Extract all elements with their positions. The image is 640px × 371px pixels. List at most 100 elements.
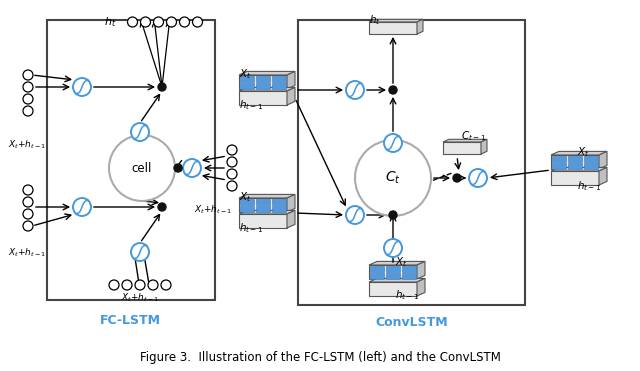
Polygon shape — [239, 88, 295, 91]
Polygon shape — [417, 278, 425, 296]
Polygon shape — [386, 273, 400, 279]
Circle shape — [23, 70, 33, 80]
Polygon shape — [599, 167, 607, 185]
Polygon shape — [240, 82, 254, 89]
Polygon shape — [551, 155, 599, 169]
Polygon shape — [552, 162, 566, 168]
Text: $C_{t-1}$: $C_{t-1}$ — [461, 129, 486, 143]
Polygon shape — [402, 266, 416, 272]
Circle shape — [158, 203, 166, 211]
Polygon shape — [272, 206, 286, 211]
Text: $X_t$: $X_t$ — [395, 255, 408, 269]
Polygon shape — [568, 155, 582, 161]
Circle shape — [389, 86, 397, 94]
Circle shape — [227, 169, 237, 179]
Polygon shape — [239, 75, 287, 89]
Circle shape — [23, 106, 33, 116]
Text: cell: cell — [132, 161, 152, 174]
Polygon shape — [256, 198, 270, 204]
Circle shape — [161, 280, 171, 290]
Circle shape — [23, 94, 33, 104]
Circle shape — [23, 221, 33, 231]
Text: $h_{t-1}$: $h_{t-1}$ — [577, 179, 602, 193]
Polygon shape — [552, 155, 566, 161]
Circle shape — [469, 169, 487, 187]
Polygon shape — [584, 162, 598, 168]
Polygon shape — [370, 266, 384, 272]
Polygon shape — [272, 76, 286, 82]
Polygon shape — [369, 19, 423, 22]
Polygon shape — [256, 82, 270, 89]
Text: $X_t$: $X_t$ — [239, 190, 252, 204]
Text: $X_t$+$h_{t-1}$: $X_t$+$h_{t-1}$ — [194, 204, 232, 216]
Circle shape — [453, 174, 461, 182]
Circle shape — [73, 198, 91, 216]
Circle shape — [109, 135, 175, 201]
Polygon shape — [239, 194, 295, 198]
Polygon shape — [369, 262, 425, 265]
Circle shape — [141, 17, 150, 27]
Polygon shape — [551, 151, 607, 155]
Text: $X_t$+$h_{t-1}$: $X_t$+$h_{t-1}$ — [8, 139, 46, 151]
Circle shape — [23, 197, 33, 207]
Text: $X_t$: $X_t$ — [239, 67, 252, 81]
Circle shape — [158, 83, 166, 91]
Polygon shape — [287, 71, 295, 89]
Circle shape — [227, 145, 237, 155]
Polygon shape — [239, 210, 295, 214]
Polygon shape — [386, 266, 400, 272]
Circle shape — [346, 81, 364, 99]
Circle shape — [122, 280, 132, 290]
Circle shape — [23, 209, 33, 219]
Polygon shape — [239, 71, 295, 75]
Circle shape — [127, 17, 138, 27]
Text: $X_t$+$h_{t-1}$: $X_t$+$h_{t-1}$ — [8, 247, 46, 259]
Circle shape — [154, 17, 163, 27]
Polygon shape — [443, 142, 481, 154]
Circle shape — [183, 159, 201, 177]
Circle shape — [346, 206, 364, 224]
Text: Figure 3.  Illustration of the FC-LSTM (left) and the ConvLSTM: Figure 3. Illustration of the FC-LSTM (l… — [140, 351, 500, 364]
Polygon shape — [402, 273, 416, 279]
Polygon shape — [369, 278, 425, 282]
Polygon shape — [256, 206, 270, 211]
Polygon shape — [568, 162, 582, 168]
Circle shape — [193, 17, 202, 27]
Polygon shape — [272, 82, 286, 89]
Text: $C_t$: $C_t$ — [385, 170, 401, 186]
Polygon shape — [256, 76, 270, 82]
Circle shape — [166, 17, 177, 27]
Polygon shape — [287, 210, 295, 228]
Circle shape — [148, 280, 158, 290]
Polygon shape — [240, 198, 254, 204]
Polygon shape — [599, 151, 607, 169]
Circle shape — [135, 280, 145, 290]
Polygon shape — [551, 171, 599, 185]
Polygon shape — [272, 198, 286, 204]
Circle shape — [389, 211, 397, 219]
Polygon shape — [287, 194, 295, 212]
Circle shape — [227, 181, 237, 191]
Circle shape — [179, 17, 189, 27]
Polygon shape — [239, 198, 287, 212]
Text: $h_t$: $h_t$ — [369, 13, 381, 27]
Circle shape — [174, 164, 182, 172]
Text: FC-LSTM: FC-LSTM — [99, 313, 161, 326]
Text: ConvLSTM: ConvLSTM — [376, 315, 448, 328]
Text: $h_{t-1}$: $h_{t-1}$ — [239, 221, 263, 235]
Polygon shape — [417, 262, 425, 279]
Circle shape — [73, 78, 91, 96]
Polygon shape — [370, 273, 384, 279]
Text: $h_{t-1}$: $h_{t-1}$ — [395, 288, 419, 302]
Text: $X_t$: $X_t$ — [577, 145, 589, 159]
Text: $X_t$+$h_{t-1}$: $X_t$+$h_{t-1}$ — [121, 292, 159, 304]
Circle shape — [384, 239, 402, 257]
Polygon shape — [551, 167, 607, 171]
Polygon shape — [584, 155, 598, 161]
Polygon shape — [240, 76, 254, 82]
Circle shape — [384, 134, 402, 152]
Circle shape — [23, 82, 33, 92]
Polygon shape — [369, 265, 417, 279]
Circle shape — [355, 140, 431, 216]
Polygon shape — [239, 214, 287, 228]
